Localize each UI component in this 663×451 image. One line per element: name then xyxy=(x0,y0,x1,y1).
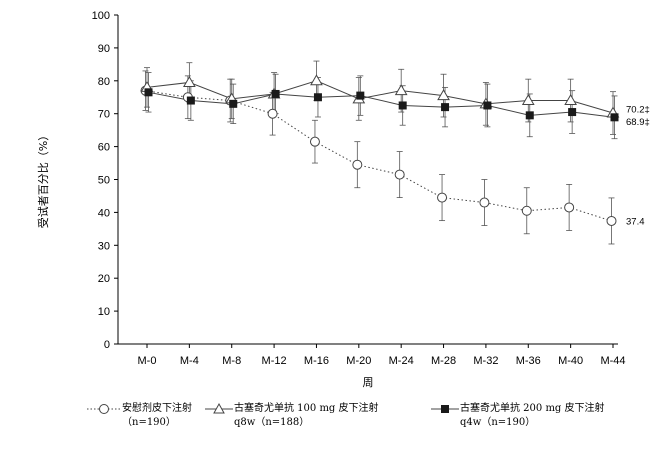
y-tick-label: 90 xyxy=(98,43,110,55)
data-point-circle xyxy=(309,136,320,147)
legend-item-200mg: 古塞奇尤单抗 200 mg 皮下注射 q4w（n=190） xyxy=(430,401,605,430)
y-tick-label: 60 xyxy=(98,142,110,154)
legend-label-200mg-line1: 古塞奇尤单抗 200 mg 皮下注射 xyxy=(460,403,605,414)
legend: 安慰剂皮下注射 （n=190） 古塞奇尤单抗 100 mg 皮下注射 q8w（n… xyxy=(0,401,663,446)
data-point-triangle xyxy=(394,84,408,96)
y-tick-label: 40 xyxy=(98,207,110,219)
y-tick-label: 20 xyxy=(98,273,110,285)
data-point-square xyxy=(313,93,322,102)
series-lines xyxy=(145,80,615,222)
series-markers xyxy=(140,74,620,226)
line-chart: 0 10 20 30 40 50 60 70 80 90 100 M-0 M-4 M-8 M-12 M-16 M… xyxy=(37,10,650,389)
axes: 0 10 20 30 40 50 60 70 80 90 100 M-0 M-4 M-8 M-12 M-16 M… xyxy=(92,10,626,367)
data-point-square xyxy=(356,91,365,100)
data-point-square xyxy=(186,96,195,105)
y-tick-label: 80 xyxy=(98,76,110,88)
data-point-circle xyxy=(564,202,575,213)
y-tick-label: 10 xyxy=(98,306,110,318)
x-axis-label: 周 xyxy=(363,376,374,389)
data-point-triangle xyxy=(437,89,450,101)
y-tick-label: 30 xyxy=(98,240,110,252)
end-labels: 37.4 70.2‡68.9‡ xyxy=(626,105,650,228)
y-tick-label: 100 xyxy=(92,10,110,22)
data-point-circle xyxy=(479,197,490,208)
series-line xyxy=(146,80,614,114)
legend-label-200mg-line2: q4w（n=190） xyxy=(460,417,536,428)
data-point-circle xyxy=(606,215,617,226)
x-tick-label: M-20 xyxy=(346,355,371,367)
legend-symbol-open-triangle xyxy=(205,402,233,414)
legend-symbol-filled-square xyxy=(431,405,459,413)
data-point-square xyxy=(144,88,153,97)
data-point-circle xyxy=(437,192,448,203)
data-point-square xyxy=(483,101,492,110)
series-line xyxy=(148,91,615,118)
x-tick-label: M-40 xyxy=(558,355,583,367)
x-tick-label: M-4 xyxy=(180,355,199,367)
x-tick-label: M-24 xyxy=(389,355,414,367)
series-line xyxy=(145,90,612,222)
x-tick-label: M-32 xyxy=(473,355,498,367)
data-point-square xyxy=(441,103,450,112)
data-point-circle xyxy=(394,169,405,180)
legend-item-placebo: 安慰剂皮下注射 （n=190） xyxy=(86,401,192,430)
data-point-square xyxy=(398,101,407,110)
y-axis-label: 受试者百分比（%） xyxy=(37,130,50,228)
x-tick-label: M-0 xyxy=(138,355,157,367)
legend-label-placebo-line1: 安慰剂皮下注射 xyxy=(122,403,192,414)
legend-symbol-open-circle xyxy=(87,404,121,414)
x-tick-label: M-44 xyxy=(600,355,625,367)
data-point-square xyxy=(568,108,577,117)
data-point-circle xyxy=(352,159,363,170)
data-point-square xyxy=(610,113,619,122)
end-value-label: 37.4 xyxy=(626,216,645,227)
data-point-triangle xyxy=(182,75,196,87)
end-value-label: 68.9‡ xyxy=(626,117,650,128)
data-point-square xyxy=(271,89,280,98)
x-tick-label: M-12 xyxy=(262,355,287,367)
data-point-triangle xyxy=(564,94,578,106)
x-tick-label: M-36 xyxy=(516,355,541,367)
legend-label-placebo-line2: （n=190） xyxy=(122,417,176,428)
x-tick-label: M-8 xyxy=(222,355,241,367)
data-point-triangle xyxy=(521,94,535,106)
error-bars xyxy=(142,60,618,245)
data-point-circle xyxy=(267,108,278,119)
legend-label-100mg-line2: q8w（n=188） xyxy=(234,417,310,428)
data-point-triangle xyxy=(310,74,323,86)
x-tick-label: M-16 xyxy=(304,355,329,367)
y-tick-label: 70 xyxy=(98,109,110,121)
x-tick-label: M-28 xyxy=(431,355,456,367)
data-point-square xyxy=(229,99,238,108)
y-tick-label: 50 xyxy=(98,175,110,187)
data-point-circle xyxy=(521,205,532,216)
y-tick-label: 0 xyxy=(104,339,110,351)
data-point-square xyxy=(525,111,534,120)
end-value-label: 70.2‡ xyxy=(626,105,650,116)
legend-item-100mg: 古塞奇尤单抗 100 mg 皮下注射 q8w（n=188） xyxy=(204,401,379,430)
legend-label-100mg-line1: 古塞奇尤单抗 100 mg 皮下注射 xyxy=(234,403,379,414)
